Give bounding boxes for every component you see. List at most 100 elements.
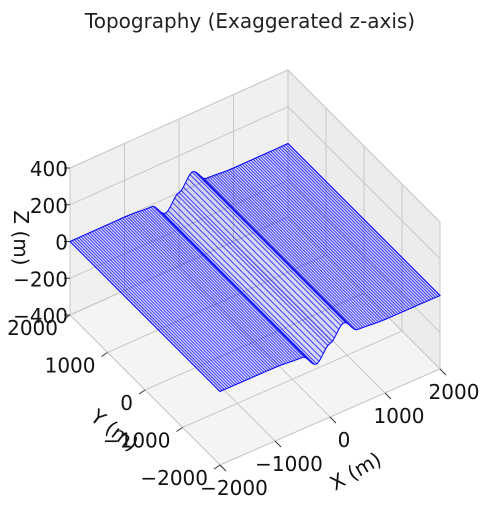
grid-line-z — [69, 106, 441, 260]
surface-line — [139, 210, 291, 363]
x-tick-label: −1000 — [255, 452, 323, 476]
surface-line — [252, 158, 406, 312]
surface-outline — [69, 142, 441, 393]
surface-line — [246, 161, 399, 315]
surface-line — [146, 208, 298, 360]
surface-line — [102, 226, 254, 378]
y-tick-label: 0 — [120, 391, 133, 415]
surface-line — [270, 151, 423, 304]
surface-line — [193, 171, 346, 323]
surface-line — [91, 231, 243, 383]
z-tick-label: 0 — [55, 231, 68, 255]
surface-line — [152, 206, 304, 358]
surface-line — [174, 197, 326, 350]
surface-line — [207, 177, 359, 330]
surface-line — [78, 237, 230, 388]
surface-line — [82, 235, 234, 387]
x-axis-label: X (m) — [326, 447, 386, 495]
surface-line — [71, 240, 223, 391]
surface-line — [281, 146, 434, 299]
surface-line — [233, 167, 386, 320]
surface-line — [165, 212, 318, 365]
surface-line — [74, 239, 225, 390]
surface-line — [185, 182, 337, 334]
surface-line — [124, 216, 276, 368]
x-tick-mark — [219, 464, 227, 472]
surface-line — [274, 149, 428, 302]
surface-line — [126, 215, 278, 367]
surface-line — [104, 225, 256, 377]
surface-line — [217, 173, 370, 326]
surface-line — [272, 150, 425, 303]
surface-line — [122, 217, 274, 369]
surface-line — [278, 147, 432, 300]
surface-line — [257, 156, 410, 310]
y-tick-mark — [101, 352, 108, 357]
chart-title: Topography (Exaggerated z-axis) — [84, 9, 415, 33]
surface-line — [87, 233, 238, 385]
surface-line — [244, 162, 397, 315]
surface-line — [189, 174, 342, 326]
surface-line — [259, 155, 412, 309]
surface-line — [241, 163, 395, 316]
grid-lines — [69, 69, 441, 466]
surface-line — [178, 192, 331, 344]
surface-line — [248, 160, 401, 314]
surface-line — [141, 210, 293, 362]
surface-line — [235, 166, 388, 319]
x-tick-label: 2000 — [429, 380, 480, 404]
x-tick-mark — [384, 392, 392, 400]
z-tick-label: −200 — [13, 267, 68, 291]
surface-line — [231, 168, 384, 321]
surface-line — [202, 177, 355, 330]
surface-line — [128, 214, 280, 366]
surface-line — [176, 194, 329, 346]
y-tick-mark — [138, 389, 146, 395]
surface-line — [220, 172, 373, 325]
surface-line — [222, 171, 375, 324]
surface-line — [285, 144, 439, 297]
x-tick-label: −2000 — [200, 476, 268, 500]
surface-line — [224, 171, 377, 324]
grid-line-y — [144, 292, 365, 391]
surface-line — [183, 186, 335, 339]
surface-line — [95, 229, 247, 381]
axis-ticks: −2000−1000010002000200010000−1000−200040… — [7, 157, 479, 500]
surface-line — [172, 202, 324, 354]
surface-mesh — [69, 142, 441, 393]
surface-line — [89, 232, 241, 384]
surface-line — [204, 178, 357, 331]
z-tick-label: −400 — [13, 304, 68, 328]
surface-line — [239, 164, 392, 317]
surface-line — [93, 230, 245, 382]
surface-line — [209, 176, 362, 329]
z-tick-label: 400 — [30, 157, 68, 181]
surface-line — [80, 236, 232, 387]
y-tick-label: 2000 — [7, 316, 58, 340]
surface-line — [263, 153, 417, 307]
surface-line — [150, 206, 302, 359]
surface-line — [211, 175, 364, 328]
y-tick-mark — [63, 314, 71, 320]
surface-line — [180, 190, 333, 342]
surface-line — [161, 212, 313, 364]
surface-line — [148, 207, 300, 359]
surface-line — [84, 234, 236, 386]
surface-line — [261, 154, 414, 308]
surface-line — [143, 209, 296, 361]
grid-line-z — [69, 179, 441, 333]
y-tick-label: −2000 — [140, 466, 208, 490]
z-tick-label: 200 — [30, 194, 68, 218]
surface-line — [215, 174, 368, 327]
surface-line — [76, 238, 227, 389]
surface-line — [115, 220, 267, 372]
x-tick-mark — [439, 368, 447, 376]
surface-line — [163, 213, 315, 365]
surface-line — [119, 218, 271, 370]
surface-line — [187, 177, 340, 330]
surface-line — [191, 171, 344, 324]
surface-line — [108, 223, 260, 375]
grid-line-y — [107, 254, 327, 353]
surface-line — [167, 210, 320, 362]
